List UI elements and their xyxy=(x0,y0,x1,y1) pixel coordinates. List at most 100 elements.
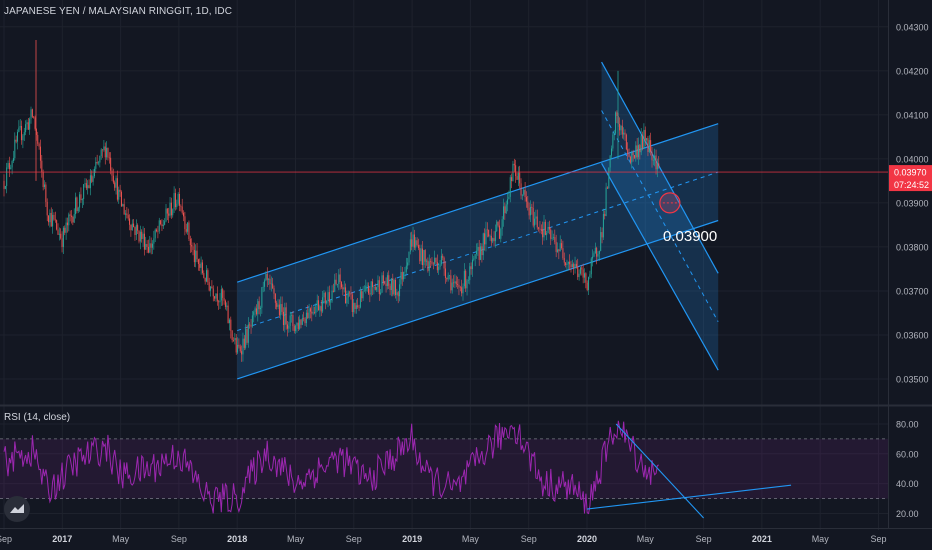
candle-body xyxy=(592,256,594,259)
candle-body xyxy=(431,261,433,264)
candle-body xyxy=(376,287,378,290)
candle-body xyxy=(544,221,546,235)
candle-body xyxy=(408,251,410,263)
candle-body xyxy=(370,281,372,295)
candle-body xyxy=(548,227,550,230)
candle-body xyxy=(578,273,580,278)
candle-body xyxy=(22,135,24,141)
candle-body xyxy=(463,270,465,287)
candle-body xyxy=(374,286,376,290)
candle-body xyxy=(187,222,189,232)
candle-body xyxy=(343,287,345,290)
candle-body xyxy=(327,292,329,301)
candle-body xyxy=(126,213,128,216)
candle-body xyxy=(639,145,641,153)
candle-body xyxy=(84,183,86,185)
candle-body xyxy=(532,208,534,226)
candle-body xyxy=(432,263,434,265)
candle-body xyxy=(233,340,234,341)
candle-body xyxy=(150,243,152,248)
time-tick-label: Sep xyxy=(870,534,886,544)
candle-body xyxy=(424,250,426,262)
candle-body xyxy=(162,224,164,227)
candle-body xyxy=(54,219,56,221)
candle-body xyxy=(476,250,477,255)
candle-body xyxy=(385,283,387,287)
candle-body xyxy=(307,312,309,319)
candle-body xyxy=(372,281,374,288)
candle-body xyxy=(147,246,149,253)
candle-body xyxy=(38,143,40,147)
candle-body xyxy=(61,238,63,248)
candle-body xyxy=(314,312,315,314)
candle-body xyxy=(593,253,595,257)
candle-body xyxy=(293,326,295,332)
candle-body xyxy=(154,229,156,239)
candle-body xyxy=(658,163,660,167)
candle-body xyxy=(399,284,401,297)
candle-body xyxy=(214,296,216,299)
candle-body xyxy=(494,231,496,242)
candle-body xyxy=(228,319,230,324)
candle-body xyxy=(92,176,94,182)
candle-body xyxy=(239,346,241,352)
candle-body xyxy=(112,175,114,183)
candle-body xyxy=(176,203,178,208)
candle-body xyxy=(192,246,194,250)
candle-body xyxy=(250,325,252,327)
candle-body xyxy=(6,167,8,187)
candle-body xyxy=(183,212,185,217)
candle-body xyxy=(226,305,228,307)
candle-body xyxy=(451,282,453,291)
rsi-tick-label: 80.00 xyxy=(896,419,919,429)
candle-body xyxy=(284,307,286,326)
candle-body xyxy=(535,216,537,219)
candle-body xyxy=(469,266,471,281)
candle-body xyxy=(647,138,649,153)
candle-body xyxy=(249,324,251,326)
candle-body xyxy=(264,280,266,287)
candle-body xyxy=(46,201,48,216)
candle-body xyxy=(629,156,631,163)
candle-body xyxy=(81,199,83,201)
candle-body xyxy=(349,292,351,294)
candle-body xyxy=(44,184,45,188)
candle-body xyxy=(165,208,167,222)
candle-body xyxy=(157,231,159,232)
candle-body xyxy=(470,266,472,270)
candle-body xyxy=(516,176,518,180)
candle-body xyxy=(31,109,33,117)
candle-body xyxy=(80,194,82,201)
candle-body xyxy=(180,205,182,207)
candle-body xyxy=(461,287,463,294)
candle-body xyxy=(89,175,91,189)
candle-body xyxy=(411,239,413,247)
candle-body xyxy=(146,243,148,247)
candle-body xyxy=(62,227,64,248)
candle-body xyxy=(173,193,175,210)
candle-body xyxy=(75,197,77,215)
candle-body xyxy=(196,250,198,260)
candle-body xyxy=(139,231,141,242)
tradingview-logo-icon[interactable] xyxy=(4,496,30,522)
candle-body xyxy=(388,275,390,286)
time-tick-label: Sep xyxy=(521,534,537,544)
candle-body xyxy=(440,255,442,265)
candle-body xyxy=(652,160,654,161)
price-tick-label: 0.03700 xyxy=(896,286,929,296)
candle-body xyxy=(93,168,95,177)
candle-body xyxy=(342,287,344,290)
candle-body xyxy=(27,122,29,130)
candle-body xyxy=(42,172,44,188)
time-tick-label: 2020 xyxy=(577,534,597,544)
candle-body xyxy=(505,204,507,214)
candle-body xyxy=(477,246,479,251)
descending-channel-upper-line xyxy=(601,61,719,274)
candle-body xyxy=(68,214,70,226)
candle-body xyxy=(322,297,324,312)
candle-body xyxy=(569,261,571,265)
candle-body xyxy=(3,180,5,189)
candle-body xyxy=(12,158,14,162)
candle-body xyxy=(224,300,226,307)
